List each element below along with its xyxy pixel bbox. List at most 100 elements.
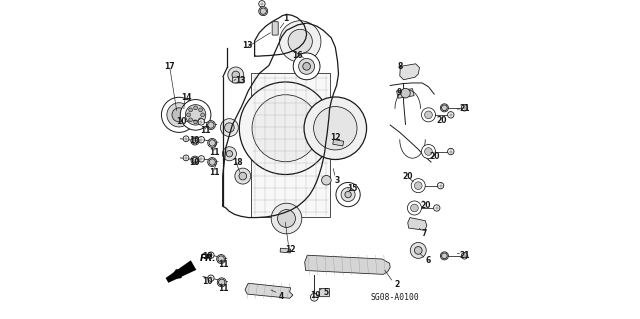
Circle shape	[447, 112, 454, 118]
Circle shape	[218, 278, 226, 287]
Circle shape	[239, 82, 332, 174]
Circle shape	[461, 253, 468, 259]
FancyBboxPatch shape	[252, 73, 330, 217]
Circle shape	[440, 104, 449, 112]
Circle shape	[271, 203, 302, 234]
Circle shape	[442, 105, 447, 111]
Circle shape	[189, 108, 193, 112]
Circle shape	[198, 108, 202, 112]
Circle shape	[260, 8, 266, 14]
Circle shape	[183, 136, 189, 142]
Polygon shape	[408, 218, 427, 230]
Polygon shape	[397, 89, 414, 98]
Text: 11: 11	[218, 284, 229, 293]
Circle shape	[447, 148, 454, 155]
FancyBboxPatch shape	[232, 77, 244, 83]
Bar	[333, 139, 344, 146]
Text: 16: 16	[292, 51, 303, 60]
Circle shape	[336, 182, 360, 207]
Circle shape	[208, 252, 214, 258]
Circle shape	[209, 159, 216, 165]
Circle shape	[167, 103, 191, 127]
Text: 7: 7	[422, 229, 428, 238]
Circle shape	[198, 118, 202, 122]
Polygon shape	[166, 260, 196, 283]
Text: 19: 19	[310, 291, 321, 300]
Text: 20: 20	[436, 116, 447, 125]
Circle shape	[412, 179, 425, 193]
Text: 21: 21	[459, 104, 469, 113]
Text: SG08-A0100: SG08-A0100	[371, 293, 419, 302]
Circle shape	[239, 172, 246, 180]
Circle shape	[198, 156, 205, 162]
Text: 10: 10	[176, 117, 187, 126]
Circle shape	[422, 108, 435, 122]
Text: 20: 20	[403, 172, 413, 181]
Text: 18: 18	[232, 158, 243, 167]
Circle shape	[280, 21, 321, 62]
Text: 21: 21	[459, 251, 469, 260]
Circle shape	[172, 108, 186, 122]
Circle shape	[228, 67, 244, 83]
Text: 12: 12	[285, 245, 296, 254]
Circle shape	[341, 188, 355, 202]
Circle shape	[424, 111, 432, 119]
Circle shape	[410, 242, 426, 258]
Bar	[280, 248, 291, 253]
Text: 17: 17	[164, 63, 175, 71]
Text: 14: 14	[181, 93, 192, 102]
Text: 11: 11	[209, 148, 220, 157]
Circle shape	[461, 105, 468, 111]
Circle shape	[226, 151, 232, 157]
Polygon shape	[400, 64, 420, 80]
Circle shape	[201, 113, 205, 117]
FancyBboxPatch shape	[272, 22, 278, 35]
Text: 10: 10	[202, 252, 213, 261]
Circle shape	[235, 168, 251, 184]
Text: 10: 10	[189, 136, 200, 145]
FancyBboxPatch shape	[319, 288, 330, 297]
Text: 13: 13	[242, 41, 253, 50]
Circle shape	[217, 255, 225, 263]
Circle shape	[187, 113, 191, 117]
Circle shape	[208, 122, 214, 128]
Circle shape	[183, 155, 189, 161]
Text: FR.: FR.	[200, 254, 216, 263]
Circle shape	[314, 107, 357, 150]
Circle shape	[220, 119, 238, 137]
Text: 11: 11	[209, 168, 220, 177]
Text: 11: 11	[200, 126, 211, 135]
Text: 11: 11	[218, 260, 229, 269]
Text: 1: 1	[283, 14, 288, 23]
Circle shape	[209, 140, 216, 146]
Circle shape	[252, 95, 319, 162]
Circle shape	[191, 137, 199, 145]
Circle shape	[414, 182, 422, 189]
Circle shape	[288, 29, 312, 54]
Circle shape	[415, 247, 422, 254]
Circle shape	[408, 201, 422, 215]
Circle shape	[189, 118, 193, 122]
Circle shape	[259, 1, 265, 7]
Circle shape	[303, 63, 310, 70]
Circle shape	[321, 175, 331, 185]
Text: 15: 15	[347, 184, 357, 193]
Circle shape	[218, 256, 224, 262]
Circle shape	[440, 252, 449, 260]
Circle shape	[161, 97, 196, 132]
Text: 20: 20	[429, 152, 440, 161]
Text: 6: 6	[426, 256, 431, 265]
Circle shape	[304, 97, 367, 160]
Circle shape	[198, 137, 205, 143]
Circle shape	[442, 253, 447, 259]
Polygon shape	[245, 283, 293, 298]
Circle shape	[433, 205, 440, 211]
Circle shape	[411, 204, 419, 212]
Circle shape	[208, 138, 217, 147]
Circle shape	[192, 138, 198, 144]
Text: 4: 4	[278, 292, 284, 300]
Circle shape	[232, 71, 239, 79]
Circle shape	[225, 123, 234, 132]
Circle shape	[310, 293, 318, 301]
Text: 3: 3	[335, 176, 340, 185]
